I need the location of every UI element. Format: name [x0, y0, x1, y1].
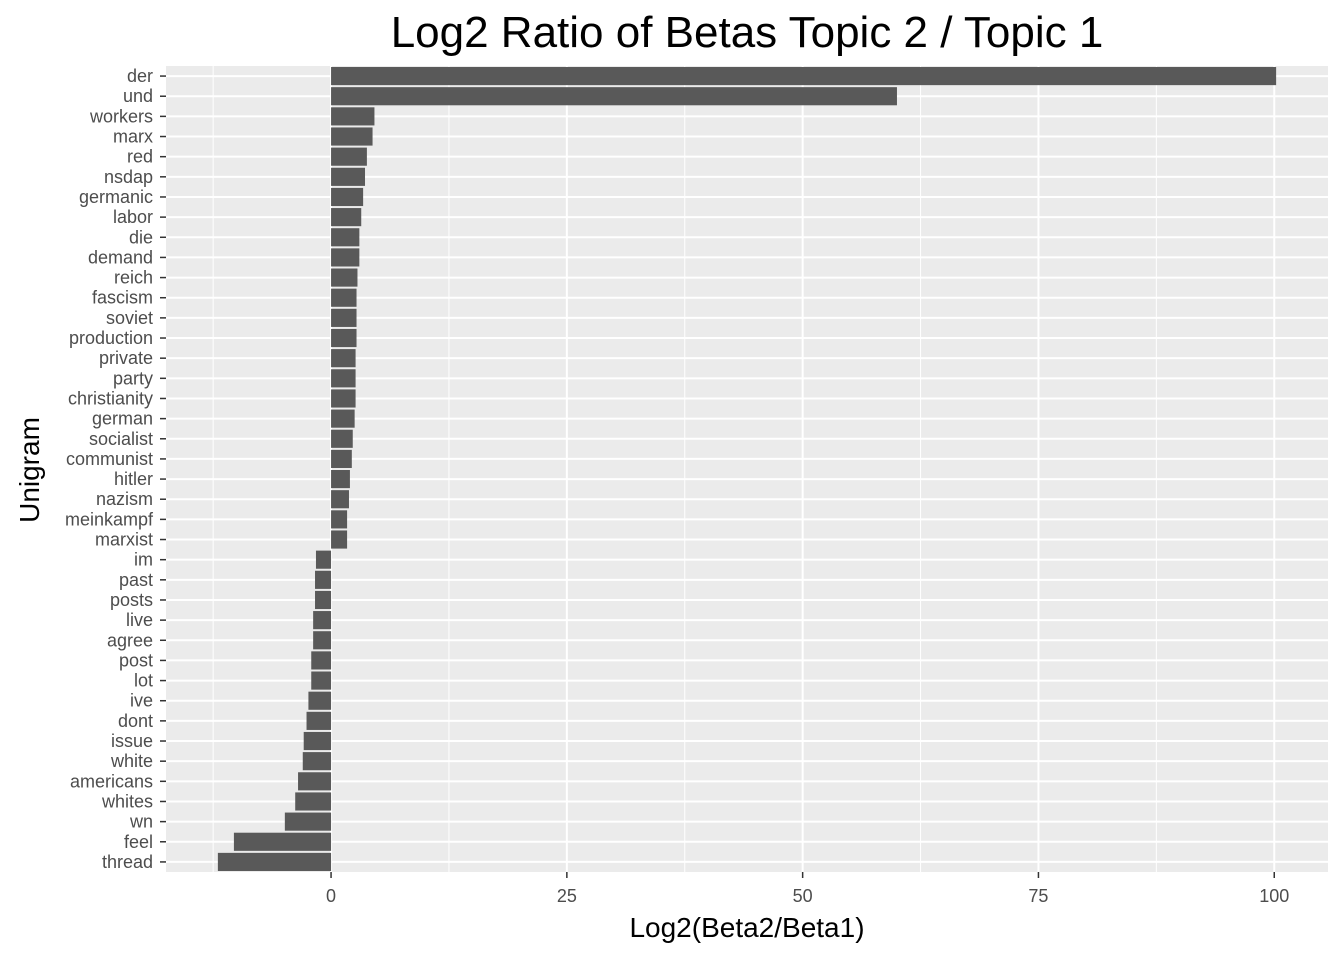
bar-labor — [331, 208, 362, 227]
bar-german — [331, 409, 355, 428]
bar-live — [313, 611, 332, 630]
bar-reich — [331, 268, 358, 287]
bar-fascism — [331, 288, 357, 307]
y-tick-label: whites — [101, 791, 153, 811]
bar-issue — [303, 731, 332, 751]
y-tick-label: hitler — [114, 469, 153, 489]
y-tick-label: live — [126, 610, 153, 630]
bar-private — [331, 349, 356, 368]
bar-americans — [298, 772, 332, 791]
x-tick-label: 25 — [557, 886, 577, 906]
y-tick-label: agree — [107, 630, 153, 650]
y-tick-label: issue — [111, 731, 153, 751]
x-axis-label: Log2(Beta2/Beta1) — [629, 912, 865, 943]
y-tick-label: posts — [110, 590, 153, 610]
bar-whites — [295, 792, 332, 811]
y-tick-label: demand — [88, 247, 153, 267]
bar-party — [331, 369, 356, 388]
y-tick-label: past — [119, 570, 153, 590]
bar-white — [302, 752, 332, 771]
bar-nsdap — [331, 167, 366, 186]
bar-dont — [306, 711, 332, 730]
y-tick-label: labor — [113, 207, 153, 227]
y-tick-label: white — [110, 751, 153, 771]
y-tick-label: production — [69, 328, 153, 348]
bar-demand — [331, 248, 360, 267]
bar-nazism — [331, 490, 349, 509]
y-tick-label: feel — [124, 832, 153, 852]
bar-marxist — [331, 530, 348, 549]
y-tick-label: meinkampf — [65, 509, 154, 529]
y-tick-label: und — [123, 86, 153, 106]
bar-production — [331, 328, 357, 348]
bar-thread — [217, 852, 332, 871]
bar-germanic — [331, 187, 364, 207]
y-tick-label: christianity — [68, 388, 153, 408]
bar-agree — [313, 631, 332, 650]
chart-title: Log2 Ratio of Betas Topic 2 / Topic 1 — [390, 8, 1104, 57]
y-tick-label: marx — [113, 127, 153, 147]
y-tick-label: wn — [129, 812, 153, 832]
bar-ive — [308, 691, 332, 710]
y-tick-label: americans — [70, 771, 153, 791]
y-tick-label: germanic — [79, 187, 153, 207]
bar-christianity — [331, 389, 356, 408]
y-tick-label: die — [129, 227, 153, 247]
y-tick-label: red — [127, 147, 153, 167]
y-tick-label: nsdap — [104, 167, 153, 187]
bar-past — [315, 570, 332, 589]
x-tick-label: 0 — [326, 886, 336, 906]
bar-hitler — [331, 470, 350, 489]
bar-der — [331, 67, 1277, 86]
y-tick-label: nazism — [96, 489, 153, 509]
bar-meinkampf — [331, 510, 348, 529]
y-tick-label: private — [99, 348, 153, 368]
y-tick-label: communist — [66, 449, 153, 469]
bar-feel — [233, 832, 332, 851]
x-tick-label: 75 — [1028, 886, 1048, 906]
y-tick-label: party — [113, 368, 153, 388]
y-tick-label: german — [92, 409, 153, 429]
x-tick-label: 100 — [1259, 886, 1289, 906]
y-tick-label: lot — [134, 671, 153, 691]
y-tick-label: socialist — [89, 429, 153, 449]
y-tick-label: workers — [89, 106, 153, 126]
bar-communist — [331, 449, 352, 468]
x-tick-label: 50 — [793, 886, 813, 906]
bar-marx — [331, 127, 373, 146]
y-tick-label: im — [134, 550, 153, 570]
bar-die — [331, 228, 360, 247]
y-tick-label: der — [127, 66, 153, 86]
y-tick-label: soviet — [106, 308, 153, 328]
y-tick-label: ive — [130, 691, 153, 711]
bar-red — [331, 147, 367, 166]
bar-posts — [315, 590, 332, 610]
bar-workers — [331, 107, 375, 126]
y-tick-label: reich — [114, 268, 153, 288]
bar-und — [331, 87, 897, 106]
y-tick-label: thread — [102, 852, 153, 872]
y-tick-label: fascism — [92, 288, 153, 308]
bar-lot — [311, 671, 332, 690]
bar-soviet — [331, 308, 357, 327]
bar-wn — [284, 812, 332, 831]
y-tick-label: dont — [118, 711, 153, 731]
y-tick-label: post — [119, 650, 153, 670]
bar-post — [311, 651, 332, 670]
bar-socialist — [331, 429, 353, 448]
bar-im — [315, 550, 332, 569]
plot-panel — [166, 66, 1328, 872]
y-tick-label: marxist — [95, 530, 153, 550]
